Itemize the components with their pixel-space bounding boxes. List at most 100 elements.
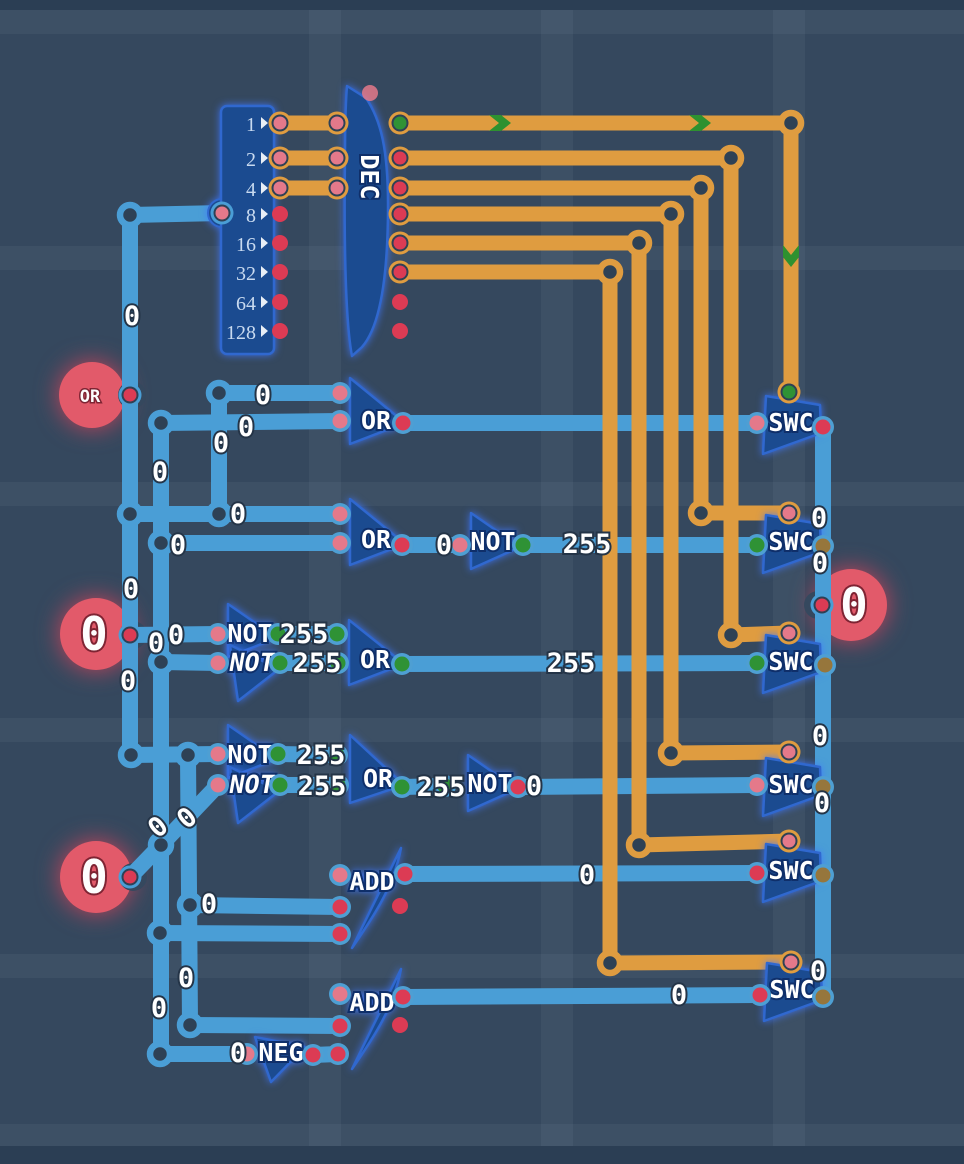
pin[interactable] — [812, 776, 834, 798]
pin[interactable] — [814, 654, 836, 676]
not-gate-2[interactable]: NOT — [225, 643, 281, 703]
swc-gate-6[interactable]: SWC — [762, 961, 824, 1023]
pin[interactable] — [327, 652, 349, 674]
wire-segment[interactable] — [153, 413, 348, 431]
junction-ring[interactable] — [147, 648, 175, 676]
pin[interactable] — [746, 412, 768, 434]
pin[interactable] — [812, 416, 834, 438]
pin[interactable] — [207, 652, 229, 674]
or-gate-2[interactable]: OR — [348, 497, 407, 567]
pin[interactable] — [512, 534, 534, 556]
add-gate-2[interactable]: ADD — [347, 967, 403, 1071]
pin[interactable] — [746, 774, 768, 796]
add-gate-1[interactable]: ADD — [347, 846, 403, 950]
pin[interactable] — [394, 863, 416, 885]
pin[interactable] — [777, 501, 801, 525]
pin[interactable] — [272, 235, 288, 251]
junction-ring[interactable] — [687, 499, 715, 527]
pin[interactable] — [272, 206, 288, 222]
wire-segment[interactable] — [122, 205, 230, 223]
junction-ring[interactable] — [147, 409, 175, 437]
pin[interactable] — [812, 864, 834, 886]
pin[interactable] — [329, 864, 351, 886]
pin[interactable] — [329, 1015, 351, 1037]
pin[interactable] — [777, 829, 801, 853]
junction-ring[interactable] — [687, 174, 715, 202]
pin[interactable] — [434, 775, 456, 797]
junction-ring[interactable] — [117, 741, 145, 769]
pin[interactable] — [329, 896, 351, 918]
junction-ring[interactable] — [176, 891, 204, 919]
pin[interactable] — [391, 653, 413, 675]
junction-ring[interactable] — [205, 379, 233, 407]
pin[interactable] — [329, 503, 351, 525]
wire-segment[interactable] — [182, 897, 348, 915]
pin[interactable] — [272, 294, 288, 310]
pin[interactable] — [392, 412, 414, 434]
not-gate-1[interactable]: NOT — [225, 602, 279, 659]
junction-ring[interactable] — [596, 258, 624, 286]
pin[interactable] — [746, 534, 768, 556]
pin[interactable] — [388, 260, 412, 284]
pin[interactable] — [118, 865, 142, 889]
wire-segment[interactable] — [663, 744, 797, 761]
gate-pins[interactable] — [207, 85, 836, 1066]
input-b-circle[interactable] — [60, 598, 132, 670]
pin[interactable] — [207, 743, 229, 765]
pin[interactable] — [392, 986, 414, 1008]
wire-segment[interactable] — [153, 777, 226, 853]
pin[interactable] — [777, 621, 801, 645]
pin[interactable] — [269, 774, 291, 796]
pin[interactable] — [325, 111, 349, 135]
junction-ring[interactable] — [657, 200, 685, 228]
pin[interactable] — [268, 176, 292, 200]
pin[interactable] — [268, 146, 292, 170]
blue-junctions[interactable] — [116, 201, 233, 1068]
junction-ring[interactable] — [116, 500, 144, 528]
junction-ring[interactable] — [777, 109, 805, 137]
pin[interactable] — [327, 1043, 349, 1065]
not-gate-5[interactable]: NOT — [468, 511, 522, 571]
pin[interactable] — [810, 593, 834, 617]
junction-ring[interactable] — [625, 831, 653, 859]
junction-ring[interactable] — [596, 949, 624, 977]
pin[interactable] — [329, 382, 351, 404]
junction-ring[interactable] — [146, 919, 174, 947]
pin[interactable] — [388, 176, 412, 200]
pin[interactable] — [329, 923, 351, 945]
or-gate-3[interactable]: OR — [347, 618, 406, 687]
junction-ring[interactable] — [147, 529, 175, 557]
pin[interactable] — [272, 323, 288, 339]
pin[interactable] — [391, 776, 413, 798]
not-gate-6[interactable]: NOT — [465, 753, 519, 813]
pin[interactable] — [267, 623, 289, 645]
junction-ring[interactable] — [174, 741, 202, 769]
pin[interactable] — [326, 623, 348, 645]
pin[interactable] — [388, 202, 412, 226]
junction-ring[interactable] — [717, 144, 745, 172]
pin[interactable] — [207, 774, 229, 796]
pin[interactable] — [449, 534, 471, 556]
neg-gate[interactable]: NEG — [253, 1035, 307, 1084]
junction-ring[interactable] — [146, 1040, 174, 1068]
not-gate-3[interactable]: NOT — [225, 723, 279, 780]
pin[interactable] — [746, 862, 768, 884]
pin[interactable] — [388, 146, 412, 170]
pin[interactable] — [391, 534, 413, 556]
pin[interactable] — [329, 410, 351, 432]
swc-gate-3[interactable]: SWC — [761, 633, 823, 695]
orange-junctions[interactable] — [596, 109, 805, 977]
output-circle[interactable] — [815, 569, 887, 641]
op-input-circle[interactable] — [59, 362, 125, 428]
wire-segment[interactable] — [602, 954, 799, 971]
pin[interactable] — [362, 85, 378, 101]
wire-segment[interactable] — [395, 987, 768, 1005]
pin[interactable] — [302, 1044, 324, 1066]
pin[interactable] — [268, 111, 292, 135]
wire-segment[interactable] — [180, 747, 198, 1033]
wire-segment[interactable] — [394, 655, 765, 672]
splitter-body[interactable] — [219, 104, 276, 356]
pin[interactable] — [326, 744, 348, 766]
dec-gate[interactable]: DEC — [343, 84, 390, 358]
